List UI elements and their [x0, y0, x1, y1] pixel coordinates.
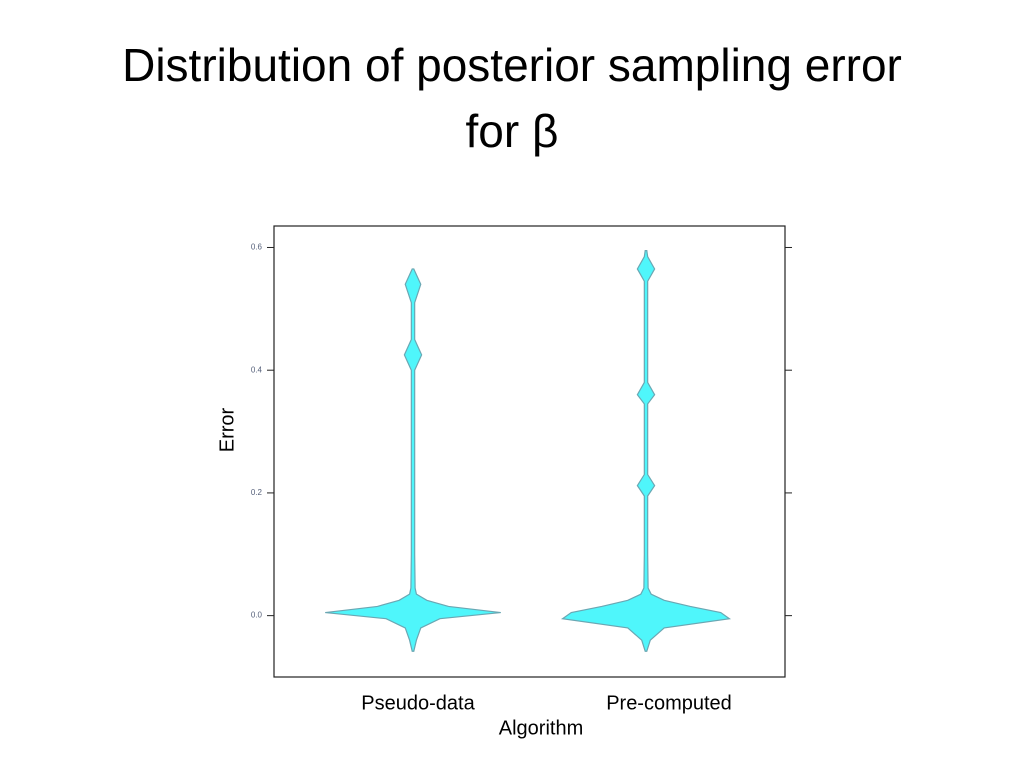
- x-tick-label: Pre-computed: [606, 692, 732, 714]
- slide-title: Distribution of posterior sampling error…: [122, 39, 902, 157]
- violin: [560, 249, 732, 652]
- x-axis-label: Algorithm: [499, 717, 583, 739]
- y-tick-label: 0.0: [251, 611, 263, 620]
- y-tick-label: 0.6: [251, 243, 263, 252]
- y-tick-label: 0.4: [251, 365, 263, 374]
- plot-frame: [273, 225, 786, 678]
- x-tick-label: Pseudo-data: [361, 692, 475, 714]
- violin: [325, 268, 501, 652]
- y-tick-label: 0.2: [251, 488, 263, 497]
- y-axis-label: Error: [216, 407, 238, 452]
